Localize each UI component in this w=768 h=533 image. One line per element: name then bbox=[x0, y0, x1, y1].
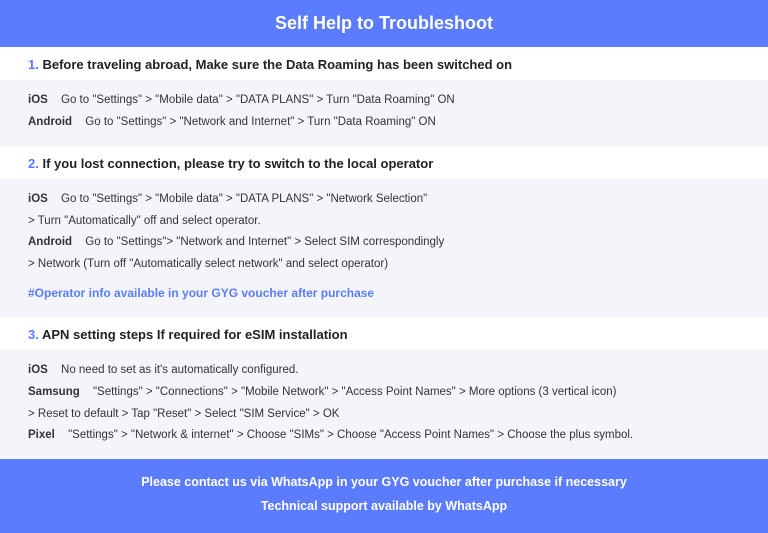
platform-label: Pixel bbox=[28, 425, 55, 447]
section-3-row-pixel: Pixel "Settings" > "Network & internet" … bbox=[28, 425, 740, 447]
section-2-row-ios-cont: > Turn "Automatically" off and select op… bbox=[28, 211, 740, 233]
page-header: Self Help to Troubleshoot bbox=[0, 0, 768, 47]
instruction-text: Go to "Settings" > "Mobile data" > "DATA… bbox=[61, 94, 455, 106]
section-3-text: APN setting steps If required for eSIM i… bbox=[42, 327, 348, 342]
section-3-row-samsung: Samsung "Settings" > "Connections" > "Mo… bbox=[28, 382, 740, 404]
section-1-row-ios: iOS Go to "Settings" > "Mobile data" > "… bbox=[28, 90, 740, 112]
section-1-body: iOS Go to "Settings" > "Mobile data" > "… bbox=[0, 80, 768, 146]
section-3-body: iOS No need to set as it's automatically… bbox=[0, 350, 768, 459]
instruction-text: "Settings" > "Connections" > "Mobile Net… bbox=[93, 386, 617, 398]
section-3-title: 3. APN setting steps If required for eSI… bbox=[0, 317, 768, 350]
page-footer: Please contact us via WhatsApp in your G… bbox=[0, 459, 768, 533]
instruction-text: Go to "Settings"> "Network and Internet"… bbox=[85, 236, 444, 248]
instruction-text: Go to "Settings" > "Mobile data" > "DATA… bbox=[61, 193, 427, 205]
section-2-title: 2. If you lost connection, please try to… bbox=[0, 146, 768, 179]
section-1-row-android: Android Go to "Settings" > "Network and … bbox=[28, 112, 740, 134]
footer-line-1: Please contact us via WhatsApp in your G… bbox=[0, 471, 768, 495]
section-1-prefix: Before traveling abroad, bbox=[42, 57, 195, 72]
section-3-row-samsung-cont: > Reset to default > Tap "Reset" > Selec… bbox=[28, 404, 740, 426]
platform-label: Android bbox=[28, 232, 72, 254]
page-title: Self Help to Troubleshoot bbox=[275, 13, 493, 33]
platform-label: Samsung bbox=[28, 382, 80, 404]
content: 1. Before traveling abroad, Make sure th… bbox=[0, 47, 768, 459]
platform-label: iOS bbox=[28, 360, 48, 382]
section-3-num: 3. bbox=[28, 327, 39, 342]
section-1-text: Make sure the Data Roaming has been swit… bbox=[196, 57, 512, 72]
section-1-title: 1. Before traveling abroad, Make sure th… bbox=[0, 47, 768, 80]
instruction-text: No need to set as it's automatically con… bbox=[61, 364, 298, 376]
platform-label: iOS bbox=[28, 189, 48, 211]
section-2-text: If you lost connection, please try to sw… bbox=[42, 156, 433, 171]
section-2-row-ios: iOS Go to "Settings" > "Mobile data" > "… bbox=[28, 189, 740, 211]
section-2-note: #Operator info available in your GYG vou… bbox=[28, 282, 740, 305]
section-2-num: 2. bbox=[28, 156, 39, 171]
section-2-row-android: Android Go to "Settings"> "Network and I… bbox=[28, 232, 740, 254]
platform-label: Android bbox=[28, 112, 72, 134]
footer-line-2: Technical support available by WhatsApp bbox=[0, 495, 768, 519]
section-1-num: 1. bbox=[28, 57, 39, 72]
section-3-row-ios: iOS No need to set as it's automatically… bbox=[28, 360, 740, 382]
section-2-body: iOS Go to "Settings" > "Mobile data" > "… bbox=[0, 179, 768, 317]
platform-label: iOS bbox=[28, 90, 48, 112]
section-2-row-android-cont: > Network (Turn off "Automatically selec… bbox=[28, 254, 740, 276]
instruction-text: Go to "Settings" > "Network and Internet… bbox=[85, 116, 436, 128]
instruction-text: "Settings" > "Network & internet" > Choo… bbox=[68, 429, 633, 441]
